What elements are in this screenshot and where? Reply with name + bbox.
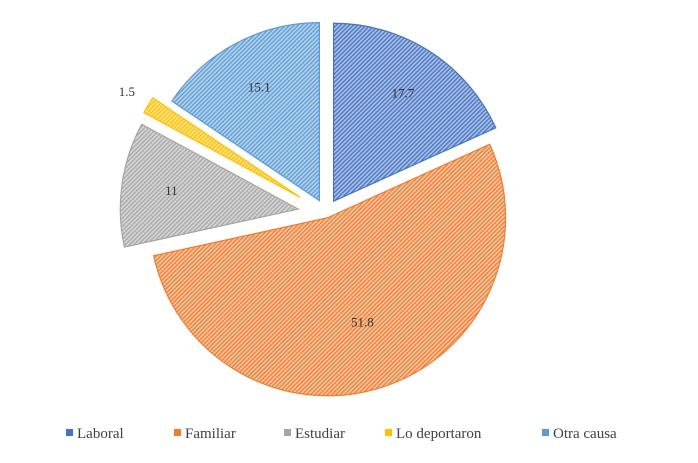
data-label-laboral: 17.7 xyxy=(392,86,415,101)
legend-swatch-otra-causa xyxy=(542,429,549,436)
legend-item-familiar: Familiar xyxy=(174,426,236,442)
pie-slices xyxy=(119,22,507,397)
legend-label-lo-deportaron: Lo deportaron xyxy=(396,426,482,442)
slice-otra-causa xyxy=(171,22,321,202)
slice-laboral xyxy=(332,22,497,203)
legend-item-otra-causa: Otra causa xyxy=(542,426,617,442)
slice-lo-deportaron xyxy=(143,97,301,198)
legend-swatch-familiar xyxy=(174,429,181,436)
legend-item-lo-deportaron: Lo deportaron xyxy=(385,426,482,442)
data-label-estudiar: 11 xyxy=(165,183,178,198)
legend-swatch-lo-deportaron xyxy=(385,429,392,436)
legend-item-estudiar: Estudiar xyxy=(284,426,345,442)
legend-label-estudiar: Estudiar xyxy=(295,426,345,442)
pie-data-labels: 17.7 51.8 11 1.5 15.1 xyxy=(119,79,415,329)
legend-label-familiar: Familiar xyxy=(185,426,236,442)
legend-label-laboral: Laboral xyxy=(77,426,124,442)
slice-estudiar xyxy=(119,123,300,248)
legend-label-otra-causa: Otra causa xyxy=(553,426,617,442)
data-label-otra-causa: 15.1 xyxy=(248,79,271,94)
slice-familiar xyxy=(152,143,507,397)
data-label-lo-deportaron: 1.5 xyxy=(119,84,135,99)
legend-swatch-laboral xyxy=(66,429,73,436)
legend-swatch-estudiar xyxy=(284,429,291,436)
legend-item-laboral: Laboral xyxy=(66,426,124,442)
legend: Laboral Familiar Estudiar Lo deportaron Otra… xyxy=(66,426,617,442)
data-label-familiar: 51.8 xyxy=(351,314,374,329)
